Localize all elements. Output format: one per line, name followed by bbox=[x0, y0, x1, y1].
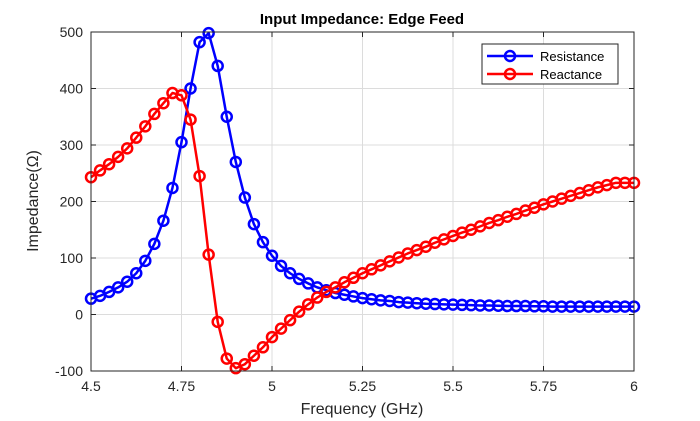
reactance-data-point bbox=[247, 349, 261, 362]
resistance-data-point bbox=[211, 59, 224, 73]
reactance-data-point bbox=[157, 96, 170, 110]
x-tick-label: 5.5 bbox=[443, 378, 463, 394]
resistance-data-point bbox=[274, 259, 288, 273]
reactance-data-point bbox=[292, 305, 306, 318]
reactance-data-point bbox=[120, 142, 134, 155]
reactance-data-point bbox=[175, 89, 188, 102]
x-tick-label: 4.75 bbox=[168, 378, 195, 394]
reactance-data-point bbox=[184, 113, 197, 126]
reactance-data-point bbox=[148, 107, 161, 121]
legend-resistance-label: Resistance bbox=[540, 49, 604, 64]
resistance-data-point bbox=[175, 135, 188, 149]
y-axis-title: Impedance(Ω) bbox=[25, 150, 42, 252]
reactance-data-point bbox=[311, 291, 324, 304]
reactance-data-point bbox=[102, 157, 116, 171]
reactance-data-point bbox=[111, 150, 125, 164]
series-layer bbox=[84, 26, 641, 375]
y-tick-label: 100 bbox=[60, 250, 84, 266]
x-tick-label: 5.75 bbox=[530, 378, 557, 394]
y-tick-label: 0 bbox=[75, 307, 83, 323]
reactance-data-point bbox=[202, 248, 215, 261]
resistance-data-point bbox=[157, 214, 170, 227]
resistance-data-point bbox=[139, 254, 152, 268]
resistance-data-point bbox=[120, 275, 134, 288]
resistance-data-point bbox=[247, 217, 261, 231]
y-tick-label: 400 bbox=[60, 81, 84, 97]
y-tick-label: 200 bbox=[60, 194, 84, 210]
resistance-data-point bbox=[184, 82, 197, 95]
legend-reactance-marker bbox=[503, 67, 517, 81]
y-tick-label: 500 bbox=[60, 24, 84, 40]
reactance-data-point bbox=[220, 352, 233, 365]
resistance-data-point bbox=[283, 267, 297, 280]
reactance-data-point bbox=[93, 164, 107, 177]
reactance-series-line bbox=[90, 91, 634, 370]
resistance-data-point bbox=[238, 191, 252, 204]
resistance-data-point bbox=[202, 26, 215, 40]
x-axis-title: Frequency (GHz) bbox=[301, 401, 424, 418]
legend-reactance-label: Reactance bbox=[540, 67, 602, 82]
resistance-data-point bbox=[193, 35, 206, 49]
reactance-data-point bbox=[238, 357, 252, 371]
legend-box bbox=[481, 43, 619, 85]
reactance-data-point bbox=[265, 330, 279, 344]
y-tick-label: -100 bbox=[55, 363, 83, 379]
reactance-data-point bbox=[193, 169, 206, 183]
reactance-data-point bbox=[301, 298, 315, 311]
resistance-data-point bbox=[166, 181, 179, 195]
reactance-data-point bbox=[329, 281, 342, 294]
resistance-data-point bbox=[111, 281, 125, 294]
reactance-data-point bbox=[256, 341, 270, 354]
chart-title: Input Impedance: Edge Feed bbox=[260, 11, 464, 28]
x-tick-label: 5 bbox=[268, 378, 276, 394]
resistance-series-line bbox=[90, 31, 634, 308]
reactance-data-point bbox=[130, 131, 143, 144]
resistance-data-point bbox=[130, 267, 143, 280]
x-tick-label: 6 bbox=[630, 378, 638, 394]
resistance-data-point bbox=[265, 249, 279, 262]
resistance-data-point bbox=[220, 110, 233, 123]
x-tick-label: 5.25 bbox=[349, 378, 376, 394]
resistance-data-point bbox=[148, 237, 161, 251]
reactance-data-point bbox=[211, 315, 224, 329]
y-tick-label: 300 bbox=[60, 137, 84, 153]
legend: Resistance Reactance bbox=[481, 43, 619, 85]
resistance-data-point bbox=[229, 155, 243, 169]
reactance-data-point bbox=[274, 322, 288, 335]
axis-ticks: 4.5 4.75 5 5.25 5.5 5.75 6 -100 0 100 200 300 400 500 bbox=[55, 24, 638, 394]
resistance-data-point bbox=[256, 235, 270, 249]
legend-resistance-marker bbox=[503, 49, 517, 63]
x-tick-label: 4.5 bbox=[81, 378, 101, 394]
reactance-data-point bbox=[283, 313, 297, 327]
reactance-data-point bbox=[139, 120, 152, 133]
